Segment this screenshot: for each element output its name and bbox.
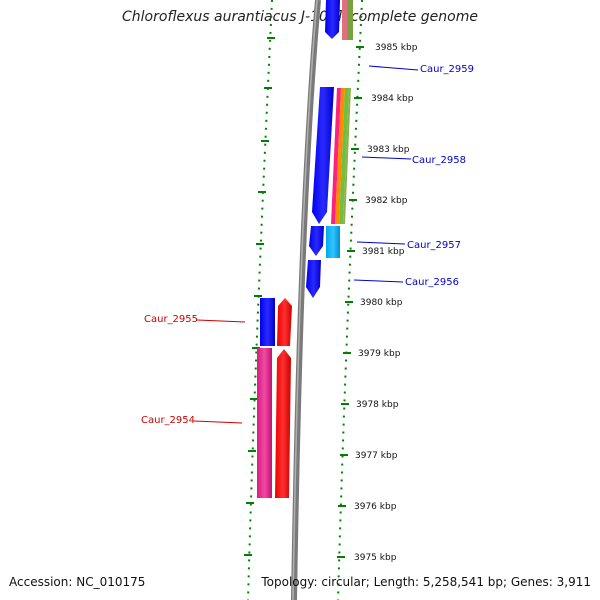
kbp-label-3982: 3982 kbp — [365, 196, 408, 206]
genome-backbone — [291, 0, 321, 600]
kbp-label-3980: 3980 kbp — [360, 298, 403, 308]
leader-line-caur-2954 — [193, 420, 243, 424]
kbp-label-3978: 3978 kbp — [356, 400, 399, 410]
gene-caur-2957-arrow[interactable] — [309, 226, 340, 258]
gene-label-caur-2955[interactable]: Caur_2955 — [144, 314, 198, 325]
genome-backbone-highlight — [292, 0, 318, 600]
gene-caur-2954-arrow[interactable] — [257, 348, 291, 498]
gene-caur-2955-arrow[interactable] — [260, 298, 292, 346]
gene-label-caur-2956[interactable]: Caur_2956 — [405, 277, 459, 288]
gene-caur-2958-arrow[interactable] — [312, 87, 351, 224]
leader-line-caur-2956 — [353, 279, 404, 283]
leader-line-caur-2959 — [368, 65, 419, 71]
right-major-ticks — [337, 46, 364, 558]
accession-label: Accession: NC_010175 — [9, 575, 146, 589]
kbp-label-3984: 3984 kbp — [371, 94, 414, 104]
kbp-label-3981: 3981 kbp — [362, 247, 405, 257]
gene-label-caur-2954[interactable]: Caur_2954 — [141, 415, 195, 426]
leader-line-caur-2955 — [196, 319, 246, 323]
gene-label-caur-2958[interactable]: Caur_2958 — [412, 155, 466, 166]
leader-line-caur-2958 — [361, 156, 412, 160]
map-title: Chloroflexus aurantiacus J-10-fl, comple… — [122, 9, 478, 25]
kbp-label-3985: 3985 kbp — [375, 43, 418, 53]
gene-caur-2959-arrow[interactable] — [325, 0, 353, 40]
gene-label-caur-2959[interactable]: Caur_2959 — [420, 64, 474, 75]
leader-line-caur-2957 — [356, 241, 406, 245]
kbp-label-3983: 3983 kbp — [367, 145, 410, 155]
kbp-label-3977: 3977 kbp — [355, 451, 398, 461]
kbp-label-3976: 3976 kbp — [354, 502, 397, 512]
gene-caur-2956-arrow[interactable] — [306, 260, 321, 298]
kbp-label-3975: 3975 kbp — [354, 553, 397, 563]
kbp-label-3979: 3979 kbp — [358, 349, 401, 359]
gene-label-caur-2957[interactable]: Caur_2957 — [407, 240, 461, 251]
topology-label: Topology: circular; Length: 5,258,541 bp… — [261, 575, 591, 589]
